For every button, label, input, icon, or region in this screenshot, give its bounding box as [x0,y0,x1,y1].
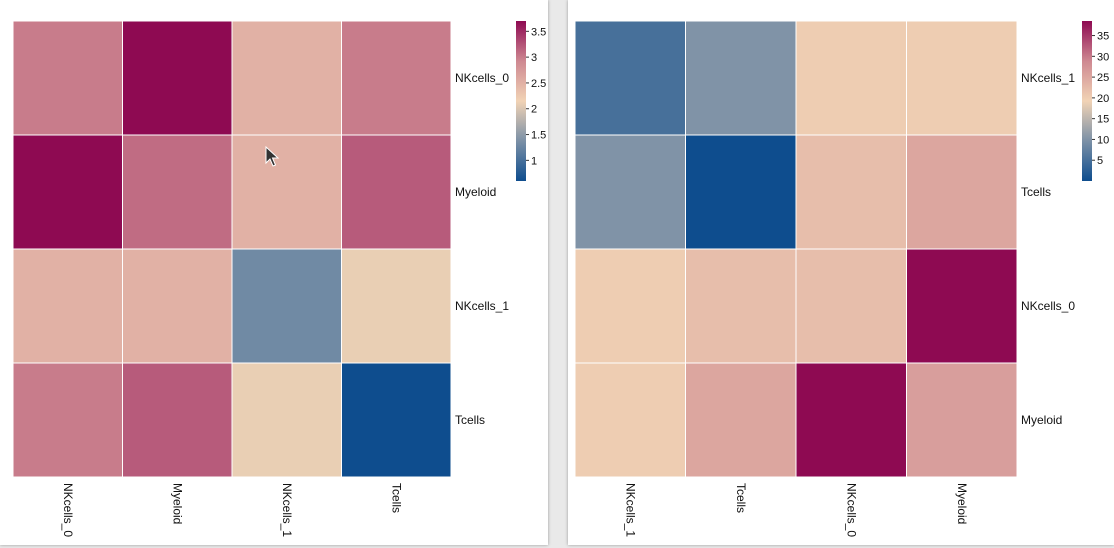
colorbar-tick-label: 2 [531,104,537,116]
heatmap-cell-Tcells-Myeloid [906,134,1018,250]
heatmap-cell-Myeloid-NKcells_0 [12,134,123,250]
heatmap-cell-Myeloid-Tcells [685,362,797,478]
colorbar-tick-label: 30 [1097,51,1109,63]
heatmap-cell-NKcells_0-Myeloid [122,20,233,136]
row-label: Myeloid [455,185,496,199]
heatmap-cell-NKcells_0-NKcells_0 [795,248,907,364]
heatmap-cell-NKcells_1-NKcells_0 [795,20,907,136]
colorbar-tick-label: 3 [531,52,537,64]
heatmap-cell-Myeloid-Myeloid [122,134,233,250]
row-label: Myeloid [1021,413,1062,427]
heatmap-cell-Myeloid-NKcells_1 [574,362,686,478]
heatmap-cell-Myeloid-Tcells [341,134,452,250]
row-label: NKcells_0 [1021,299,1075,313]
colorbar-tick-label: 25 [1097,72,1109,84]
heatmap-cell-NKcells_0-NKcells_1 [231,20,342,136]
heatmap-cell-Tcells-Tcells [685,134,797,250]
heatmap-right-svg: NKcells_1 Tcells NKcells_0 Myeloid NKcells_1… [574,20,1109,537]
colorbar [1082,21,1092,181]
heatmap-cell-NKcells_1-Tcells [685,20,797,136]
heatmap-cell-Myeloid-NKcells_1 [231,134,342,250]
heatmap-cell-Tcells-NKcells_0 [795,134,907,250]
colorbar-tick-label: 2.5 [531,78,546,90]
colorbar-tick-label: 3.5 [531,26,546,38]
heatmap-cell-NKcells_1-Tcells [341,248,452,364]
heatmap-cell-Myeloid-Myeloid [906,362,1018,478]
column-label: Myeloid [170,483,184,524]
heatmap-cell-NKcells_0-Tcells [341,20,452,136]
heatmap-cell-Myeloid-NKcells_0 [795,362,907,478]
heatmap-cells [574,20,1018,478]
heatmap-cell-NKcells_1-NKcells_1 [574,20,686,136]
heatmap-cell-Tcells-NKcells_1 [574,134,686,250]
row-label: NKcells_1 [455,299,509,313]
heatmap-left-svg: NKcells_0 Myeloid NKcells_1 Tcells NKcells_0… [12,20,546,537]
heatmap-cell-NKcells_0-NKcells_0 [12,20,123,136]
column-label: Tcells [734,483,748,513]
heatmap-panel-left: NKcells_0 Myeloid NKcells_1 Tcells NKcells_0… [0,0,548,545]
heatmap-panel-right: NKcells_1 Tcells NKcells_0 Myeloid NKcells_1… [568,0,1114,545]
colorbar-ticks: 5 10 15 20 25 30 35 [1092,31,1109,167]
heatmap-cell-NKcells_1-Myeloid [906,20,1018,136]
row-label: NKcells_0 [455,71,509,85]
colorbar-tick-label: 20 [1097,93,1109,105]
row-label: Tcells [1021,185,1051,199]
heatmap-cells [12,20,452,478]
colorbar-tick-label: 1 [531,155,537,167]
colorbar-tick-label: 1.5 [531,130,546,142]
heatmap-cell-NKcells_1-NKcells_1 [231,248,342,364]
heatmap-cell-NKcells_0-Myeloid [906,248,1018,364]
colorbar-tick-label: 10 [1097,134,1109,146]
heatmap-cell-NKcells_0-NKcells_1 [574,248,686,364]
column-label: NKcells_1 [280,483,294,537]
heatmap-cell-NKcells_0-Tcells [685,248,797,364]
column-label: NKcells_0 [61,483,75,537]
colorbar-ticks: 1 1.5 2 2.5 3 3.5 [526,26,546,167]
column-label: Myeloid [955,483,969,524]
column-label: Tcells [389,483,403,513]
heatmap-cell-NKcells_1-Myeloid [122,248,233,364]
colorbar [516,21,526,181]
heatmap-cell-NKcells_1-NKcells_0 [12,248,123,364]
column-label: NKcells_0 [844,483,858,537]
row-label: NKcells_1 [1021,71,1075,85]
row-label: Tcells [455,413,485,427]
colorbar-tick-label: 35 [1097,31,1109,43]
colorbar-tick-label: 5 [1097,155,1103,167]
heatmap-cell-Tcells-NKcells_1 [231,362,342,478]
column-label: NKcells_1 [623,483,637,537]
heatmap-cell-Tcells-NKcells_0 [12,362,123,478]
heatmap-cell-Tcells-Tcells [341,362,452,478]
heatmap-cell-Tcells-Myeloid [122,362,233,478]
colorbar-tick-label: 15 [1097,114,1109,126]
